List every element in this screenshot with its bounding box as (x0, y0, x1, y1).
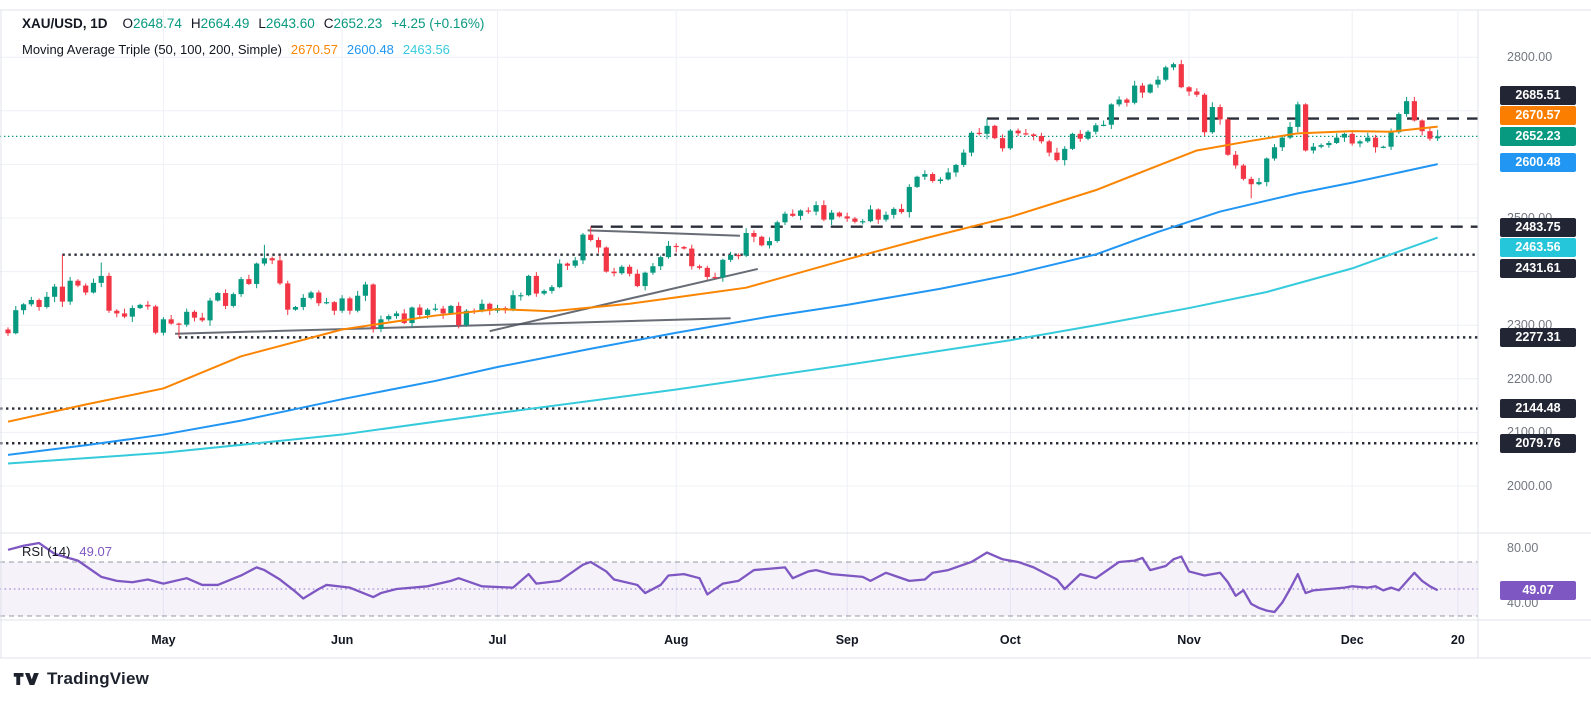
tradingview-logo-icon (13, 673, 39, 685)
rsi-legend-row[interactable]: RSI (14) 49.07 (22, 544, 112, 559)
ma100-line (7, 163, 1438, 456)
ohlc-low: L2643.60 (258, 16, 315, 31)
candlestick-series (5, 59, 1441, 338)
trend-lines[interactable] (175, 229, 759, 335)
ma50-value: 2670.57 (290, 42, 338, 57)
price-badge: 2600.48 (1500, 152, 1576, 172)
price-axis-label: 2800.00 (1507, 50, 1553, 65)
ma-legend-row[interactable]: Moving Average Triple (50, 100, 200, Sim… (22, 42, 450, 57)
price-badge: 2670.57 (1500, 106, 1576, 125)
ma100-value: 2600.48 (346, 42, 394, 57)
price-axis-label: 2000.00 (1507, 479, 1553, 493)
rsi-value: 49.07 (79, 544, 112, 559)
pane-separators (0, 9, 1591, 659)
price-badge: 2431.61 (1500, 258, 1576, 278)
ma200-value: 2463.56 (402, 42, 450, 57)
price-badge: 2652.23 (1500, 126, 1576, 146)
price-badge: 2079.76 (1500, 433, 1576, 453)
tradingview-attribution-link[interactable]: TradingView (13, 669, 149, 689)
time-axis-label: 20 (1450, 633, 1465, 647)
ma-indicator-label: Moving Average Triple (50, 100, 200, Sim… (22, 42, 282, 57)
time-axis-label: Jun (330, 633, 354, 647)
rsi-axis-label: 80.00 (1507, 541, 1539, 556)
price-badge: 2277.31 (1500, 327, 1576, 347)
price-badge: 2463.56 (1500, 238, 1576, 257)
rsi-indicator-label: RSI (14) (22, 544, 71, 559)
time-axis-label: Jul (488, 633, 507, 647)
tradingview-brand-text: TradingView (47, 669, 150, 688)
rsi-badge: 49.07 (1500, 580, 1576, 600)
time-axis-label: Sep (835, 633, 859, 647)
time-axis-label: Aug (664, 633, 689, 647)
time-axis-label: Oct (999, 633, 1021, 647)
ma50-line (7, 125, 1438, 423)
grid-lines (0, 11, 1478, 620)
price-axis-label: 2200.00 (1507, 371, 1553, 386)
price-badge: 2685.51 (1500, 85, 1576, 105)
ohlc-open: O2648.74 (122, 16, 182, 31)
ohlc-close: C2652.23 (323, 16, 383, 31)
rsi-pane (0, 561, 1478, 617)
time-axis-label: May (151, 633, 176, 647)
price-badge: 2144.48 (1500, 398, 1576, 418)
rsi-line (7, 541, 1439, 614)
time-axis-label: Nov (1177, 633, 1201, 647)
ohlc-high: H2664.49 (190, 16, 250, 31)
price-badge: 2483.75 (1500, 217, 1576, 237)
symbol-title: XAU/USD, 1D (22, 16, 108, 31)
symbol-legend-row[interactable]: XAU/USD, 1D O2648.74 H2664.49 L2643.60 C… (22, 16, 484, 31)
ma200-line (7, 236, 1439, 465)
change-value: +4.25 (+0.16%) (391, 16, 485, 31)
level-lines (0, 117, 1478, 445)
time-axis-label: Dec (1340, 633, 1364, 647)
